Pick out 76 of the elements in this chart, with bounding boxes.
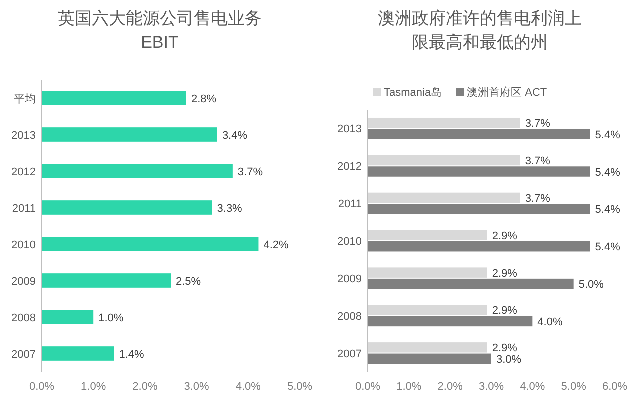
y-tick-label: 2012 xyxy=(338,161,362,174)
x-tick-label: 4.0% xyxy=(520,381,546,393)
bar xyxy=(42,200,212,215)
bar xyxy=(42,91,186,106)
x-tick-label: 2.0% xyxy=(438,381,464,393)
data-label: 2.9% xyxy=(492,230,518,242)
bar xyxy=(368,242,590,252)
y-tick-label: 2010 xyxy=(338,236,362,248)
data-label: 5.4% xyxy=(595,129,621,142)
bar xyxy=(368,204,590,214)
legend-label: Tasmania岛 xyxy=(384,87,442,99)
data-label: 5.0% xyxy=(578,279,604,292)
bar xyxy=(368,230,488,240)
data-label: 1.0% xyxy=(98,312,124,324)
y-tick-label: 2010 xyxy=(12,239,36,252)
y-tick-label: 2007 xyxy=(12,348,36,361)
chart-title: 英国六大能源公司售电业务EBIT xyxy=(58,9,262,52)
bar xyxy=(42,164,233,178)
bar xyxy=(42,128,218,142)
bar xyxy=(368,129,590,140)
x-tick-label: 3.0% xyxy=(184,381,210,393)
y-tick-label: 2008 xyxy=(12,312,36,324)
y-tick-label: 2013 xyxy=(12,130,36,142)
x-tick-label: 2.0% xyxy=(132,381,158,393)
data-label: 5.4% xyxy=(595,166,621,179)
x-tick-label: 4.0% xyxy=(236,381,262,393)
y-tick-label: 2013 xyxy=(338,124,362,136)
legend-label: 澳洲首府区 ACT xyxy=(467,86,548,99)
data-label: 1.4% xyxy=(119,348,145,361)
y-tick-label: 2007 xyxy=(338,348,362,360)
y-tick-label: 2011 xyxy=(338,198,362,211)
x-tick-label: 3.0% xyxy=(478,381,504,393)
data-label: 5.4% xyxy=(595,242,621,254)
bar xyxy=(42,346,114,361)
x-tick-label: 0.0% xyxy=(29,381,55,393)
y-tick-label: 平均 xyxy=(14,93,36,106)
x-tick-label: 0.0% xyxy=(355,381,381,393)
data-label: 3.7% xyxy=(238,166,264,178)
data-label: 5.4% xyxy=(595,204,621,216)
y-tick-label: 2012 xyxy=(12,166,36,178)
x-tick-label: 1.0% xyxy=(396,381,422,393)
bar xyxy=(368,342,488,353)
data-label: 3.4% xyxy=(222,130,248,142)
bar xyxy=(368,354,492,364)
bar xyxy=(368,166,590,177)
data-label: 2.9% xyxy=(492,342,518,355)
y-tick-label: 2009 xyxy=(12,276,36,288)
data-label: 4.0% xyxy=(538,316,563,328)
data-label: 3.3% xyxy=(217,202,243,215)
y-tick-label: 2008 xyxy=(338,310,362,323)
x-tick-label: 6.0% xyxy=(602,381,628,393)
data-label: 2.5% xyxy=(176,276,202,288)
bar xyxy=(368,305,488,316)
bar xyxy=(368,278,574,290)
data-label: 3.7% xyxy=(525,192,551,205)
y-tick-label: 2011 xyxy=(12,202,36,215)
chart-title: 澳洲政府准许的售电利润上限最高和最低的州 xyxy=(378,9,582,52)
data-label: 4.2% xyxy=(264,239,290,252)
data-label: 3.0% xyxy=(496,354,522,366)
bar xyxy=(368,192,520,204)
data-label: 2.9% xyxy=(492,268,518,280)
data-label: 3.7% xyxy=(525,118,551,130)
bar xyxy=(42,310,94,324)
data-label: 2.9% xyxy=(492,305,518,318)
data-label: 2.8% xyxy=(191,93,217,106)
bar xyxy=(368,118,520,128)
x-tick-label: 5.0% xyxy=(561,381,587,393)
x-tick-label: 5.0% xyxy=(287,381,313,393)
bar xyxy=(368,316,533,327)
x-tick-label: 1.0% xyxy=(81,381,106,393)
bar xyxy=(42,237,259,252)
bar xyxy=(368,155,520,166)
data-label: 3.7% xyxy=(525,156,551,168)
bar xyxy=(42,274,171,288)
y-tick-label: 2009 xyxy=(338,273,362,286)
bar xyxy=(368,268,488,278)
